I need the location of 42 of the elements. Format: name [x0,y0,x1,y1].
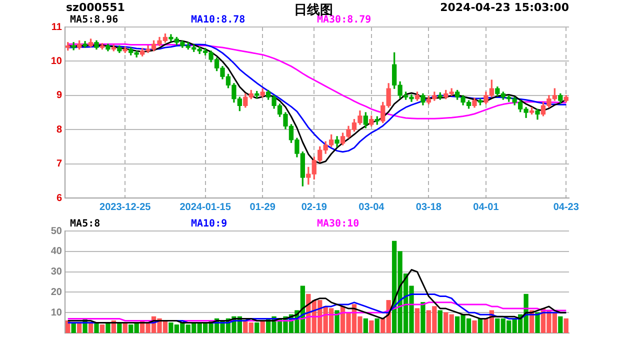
text: MA5:8.96 [70,14,118,26]
text: MA30:10 [317,218,360,230]
y-tick-label: 10 [50,56,62,67]
x-tick-label: 2023-12-25 [100,202,152,213]
x-tick-label: 04-23 [553,202,580,213]
bar [100,324,105,333]
y-tick-label: 20 [50,286,62,298]
y-tick-label: 9 [56,90,62,102]
bar [94,322,99,333]
bar [374,318,380,333]
bar [535,312,540,333]
bar [254,322,260,333]
x-tick-label: 2024-01-15 [180,202,232,213]
bar [369,320,374,333]
y-tick-label: 8 [56,124,62,136]
text: MA10:9 [191,218,228,230]
bar [558,316,563,333]
bar [438,310,442,333]
y-tick-label: 30 [50,266,62,278]
y-tick-label: 11 [51,22,62,33]
text: MA5:8 [70,218,100,230]
y-tick-label: 50 [50,226,62,237]
bar [414,308,420,333]
series-label: MA10:8.78 [191,14,246,26]
x-tick-label: 02-19 [301,202,328,213]
x-tick-label: 03-04 [358,202,385,213]
bar [106,322,110,333]
bar [472,320,477,333]
x-tick-label: 03-18 [416,202,442,213]
bar [334,310,340,333]
text: 2024-04-23 15:03:00 [440,1,569,14]
text: sz000551 [66,1,125,14]
bar [564,318,568,333]
bar [478,318,483,333]
y-tick-label: 10 [50,307,62,318]
bar [420,302,426,333]
y-tick-label: 6 [56,192,62,204]
x-tick-label: 01-29 [250,202,276,213]
bar [363,318,368,333]
y-tick-label: 40 [50,246,62,258]
x-tick-label: 04-01 [473,202,500,213]
y-tick-label: 7 [56,158,62,170]
